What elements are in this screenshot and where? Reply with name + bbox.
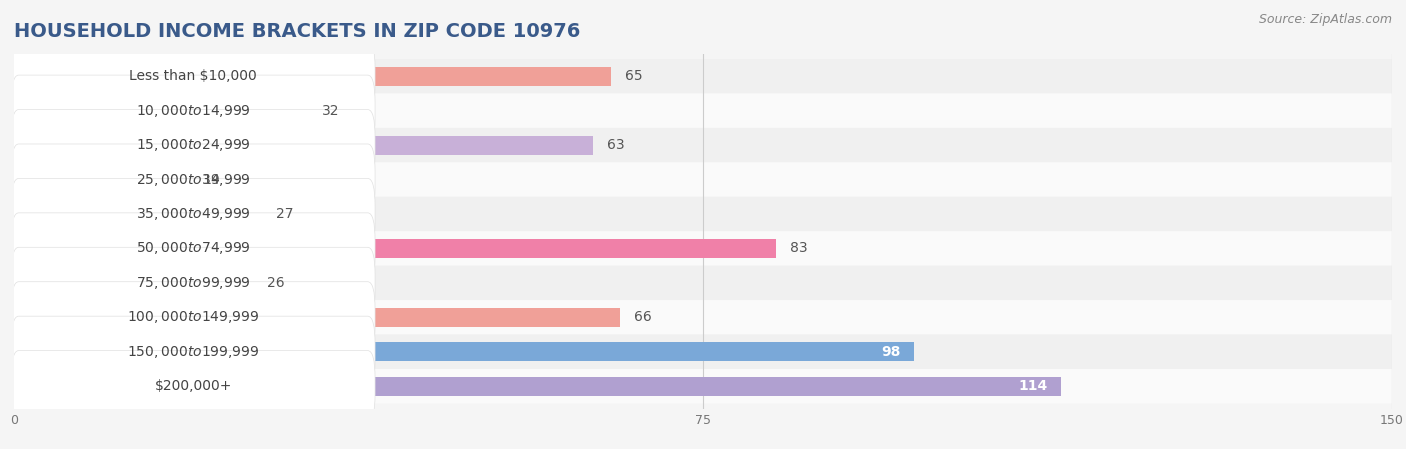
Text: $50,000 to $74,999: $50,000 to $74,999 bbox=[136, 241, 250, 256]
FancyBboxPatch shape bbox=[11, 110, 375, 181]
Bar bbox=[14, 239, 776, 258]
FancyBboxPatch shape bbox=[14, 197, 1392, 231]
Bar bbox=[14, 342, 914, 361]
Text: 63: 63 bbox=[606, 138, 624, 152]
FancyBboxPatch shape bbox=[14, 369, 1392, 403]
Text: $25,000 to $34,999: $25,000 to $34,999 bbox=[136, 172, 250, 188]
FancyBboxPatch shape bbox=[14, 93, 1392, 128]
FancyBboxPatch shape bbox=[11, 316, 375, 387]
Text: Less than $10,000: Less than $10,000 bbox=[129, 69, 257, 83]
Text: $10,000 to $14,999: $10,000 to $14,999 bbox=[136, 103, 250, 119]
Text: $100,000 to $149,999: $100,000 to $149,999 bbox=[127, 309, 259, 326]
FancyBboxPatch shape bbox=[14, 335, 1392, 369]
Text: 27: 27 bbox=[276, 207, 294, 221]
FancyBboxPatch shape bbox=[14, 59, 1392, 93]
FancyBboxPatch shape bbox=[14, 231, 1392, 266]
Bar bbox=[14, 377, 1062, 396]
FancyBboxPatch shape bbox=[11, 351, 375, 422]
FancyBboxPatch shape bbox=[14, 163, 1392, 197]
FancyBboxPatch shape bbox=[11, 213, 375, 284]
FancyBboxPatch shape bbox=[14, 300, 1392, 335]
Bar bbox=[14, 67, 612, 86]
Text: 26: 26 bbox=[267, 276, 284, 290]
Bar bbox=[14, 273, 253, 292]
Bar bbox=[14, 308, 620, 327]
FancyBboxPatch shape bbox=[14, 266, 1392, 300]
Text: $200,000+: $200,000+ bbox=[155, 379, 232, 393]
Text: $150,000 to $199,999: $150,000 to $199,999 bbox=[127, 344, 259, 360]
Text: 114: 114 bbox=[1018, 379, 1047, 393]
Text: 98: 98 bbox=[882, 345, 900, 359]
Bar bbox=[14, 136, 593, 154]
Text: HOUSEHOLD INCOME BRACKETS IN ZIP CODE 10976: HOUSEHOLD INCOME BRACKETS IN ZIP CODE 10… bbox=[14, 22, 581, 41]
Bar bbox=[14, 170, 188, 189]
FancyBboxPatch shape bbox=[11, 75, 375, 146]
FancyBboxPatch shape bbox=[11, 247, 375, 318]
Text: $35,000 to $49,999: $35,000 to $49,999 bbox=[136, 206, 250, 222]
Text: $75,000 to $99,999: $75,000 to $99,999 bbox=[136, 275, 250, 291]
Text: 66: 66 bbox=[634, 310, 652, 324]
FancyBboxPatch shape bbox=[11, 41, 375, 112]
Text: 19: 19 bbox=[202, 172, 221, 187]
Text: $15,000 to $24,999: $15,000 to $24,999 bbox=[136, 137, 250, 153]
Text: 83: 83 bbox=[790, 242, 808, 255]
Bar bbox=[14, 205, 262, 224]
Text: Source: ZipAtlas.com: Source: ZipAtlas.com bbox=[1258, 13, 1392, 26]
FancyBboxPatch shape bbox=[11, 178, 375, 250]
Bar bbox=[14, 101, 308, 120]
Text: 65: 65 bbox=[624, 69, 643, 83]
Text: 32: 32 bbox=[322, 104, 339, 118]
FancyBboxPatch shape bbox=[11, 144, 375, 215]
FancyBboxPatch shape bbox=[11, 282, 375, 353]
FancyBboxPatch shape bbox=[14, 128, 1392, 163]
